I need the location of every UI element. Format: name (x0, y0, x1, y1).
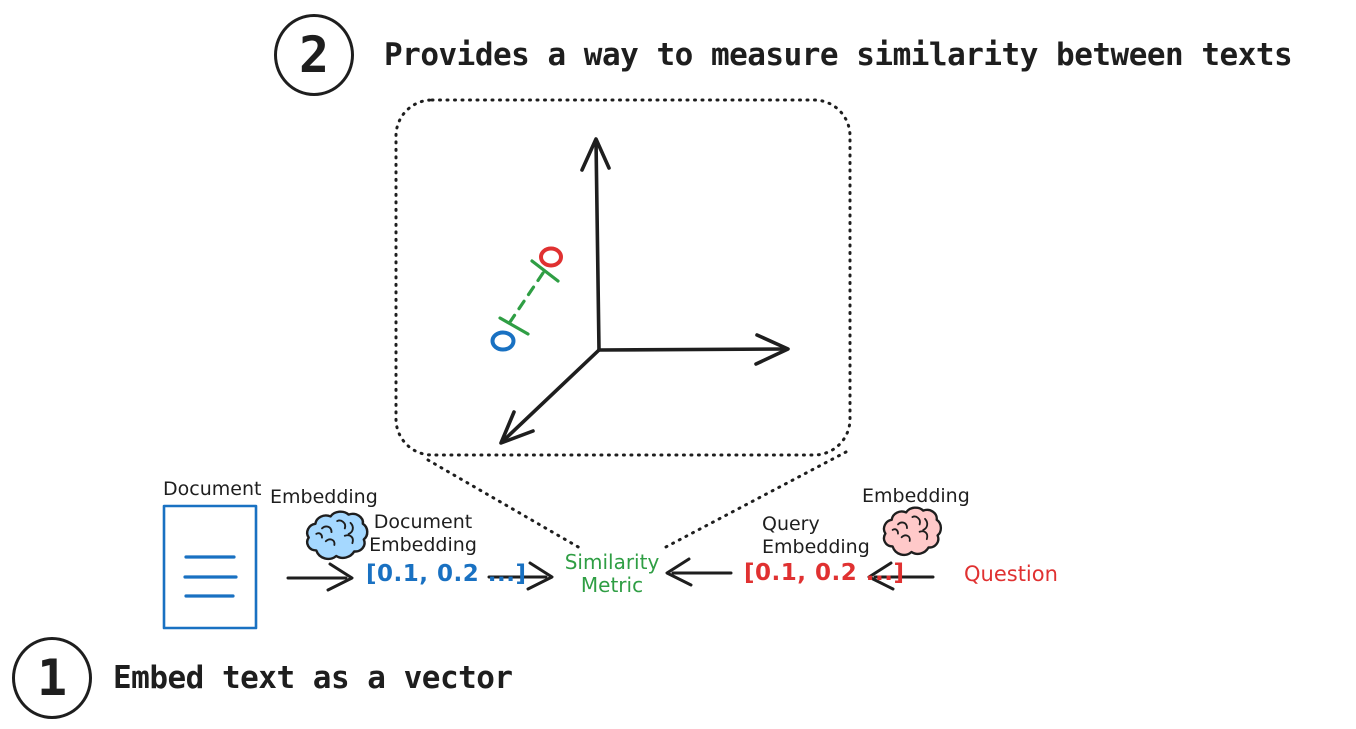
distance-indicator-icon (498, 259, 560, 336)
arrow-queryvector-to-similarity-icon (665, 557, 733, 587)
arrow-document-to-embedding-icon (286, 562, 354, 592)
zoom-bubble-tail-left (426, 458, 582, 550)
flow-arrows (286, 557, 935, 592)
embedding-brain-blue-icon (305, 510, 369, 561)
embedding-label-left: Embedding (270, 486, 378, 508)
query-embedding-label: Query Embedding (762, 513, 870, 559)
x-axis (597, 347, 788, 352)
query-vector-value: [0.1, 0.2 ...] (744, 560, 905, 586)
step-1-number: 1 (36, 649, 68, 707)
x-axis-arrowhead-icon (754, 333, 790, 366)
step-1-title: Embed text as a vector (113, 660, 513, 696)
document-label: Document (163, 478, 262, 500)
z-axis (501, 348, 601, 443)
similarity-metric-line1: Similarity (564, 550, 660, 574)
y-axis (594, 138, 601, 352)
arrow-docvector-to-similarity-icon (487, 561, 554, 591)
document-embedding-label-line1: Document (373, 511, 473, 533)
query-embedding-label-line2: Embedding (762, 536, 870, 559)
document-embedding-label-line2: Embedding (369, 534, 477, 557)
document-icon (162, 504, 258, 630)
arrow-question-to-embedding-icon (867, 561, 935, 591)
zoom-bubble-tail-right (662, 450, 848, 550)
similarity-metric-line2: Metric (580, 573, 644, 597)
document-vector-value: [0.1, 0.2 ...] (366, 561, 527, 587)
document-embedding-point-icon (490, 330, 516, 352)
z-axis-arrowhead-icon (499, 410, 535, 445)
step-2-title: Provides a way to measure similarity bet… (384, 37, 1293, 73)
embedding-brain-pink-icon (882, 506, 943, 557)
query-embedding-point-icon (539, 246, 563, 268)
vector-space-axes (499, 137, 790, 445)
zoom-bubble-outline (394, 98, 852, 550)
embedding-label-right: Embedding (862, 485, 970, 507)
question-label: Question (964, 562, 1058, 586)
document-embedding-label: Document Embedding (367, 511, 479, 557)
embedding-points (490, 246, 563, 352)
similarity-metric-label: Similarity Metric (557, 551, 667, 597)
step-1-badge: 1 (12, 637, 92, 719)
y-axis-arrowhead-icon (580, 137, 611, 172)
query-embedding-label-line1: Query (762, 513, 820, 535)
step-2-number: 2 (298, 26, 330, 84)
step-2-badge: 2 (274, 14, 354, 96)
